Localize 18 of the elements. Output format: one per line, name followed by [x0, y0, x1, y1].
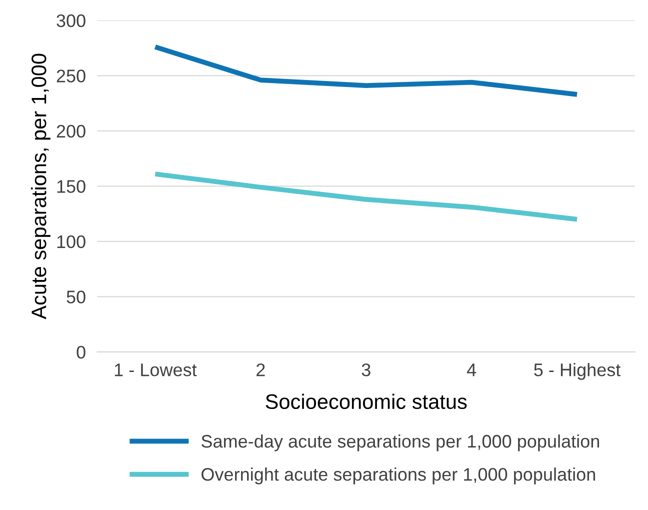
line-series [152, 44, 580, 97]
y-tick-label: 150 [57, 180, 86, 193]
y-tick-label: 50 [66, 290, 86, 304]
y-tick-label: 250 [56, 70, 86, 82]
y-tick-label: 100 [57, 235, 86, 248]
x-tick-label: 2 [256, 363, 265, 376]
y-tick-label: 200 [56, 124, 86, 138]
y-tick-label: 0 [76, 346, 86, 359]
y-tick-label: 300 [56, 14, 86, 28]
x-tick-label: 1 - Lowest [114, 364, 197, 376]
y-axis-title: Acute separations, per 1,000 [30, 54, 50, 320]
x-tick-label: 3 [362, 363, 370, 376]
x-tick-label: 4 [466, 364, 476, 376]
line-series [152, 172, 580, 222]
x-tick-label: 5 - Highest [534, 363, 621, 380]
legend-label: Overnight acute separations per 1,000 population [202, 468, 596, 484]
legend-label: Same-day acute separations per 1,000 population [202, 434, 600, 452]
x-axis-title: Socioeconomic status [266, 394, 467, 410]
